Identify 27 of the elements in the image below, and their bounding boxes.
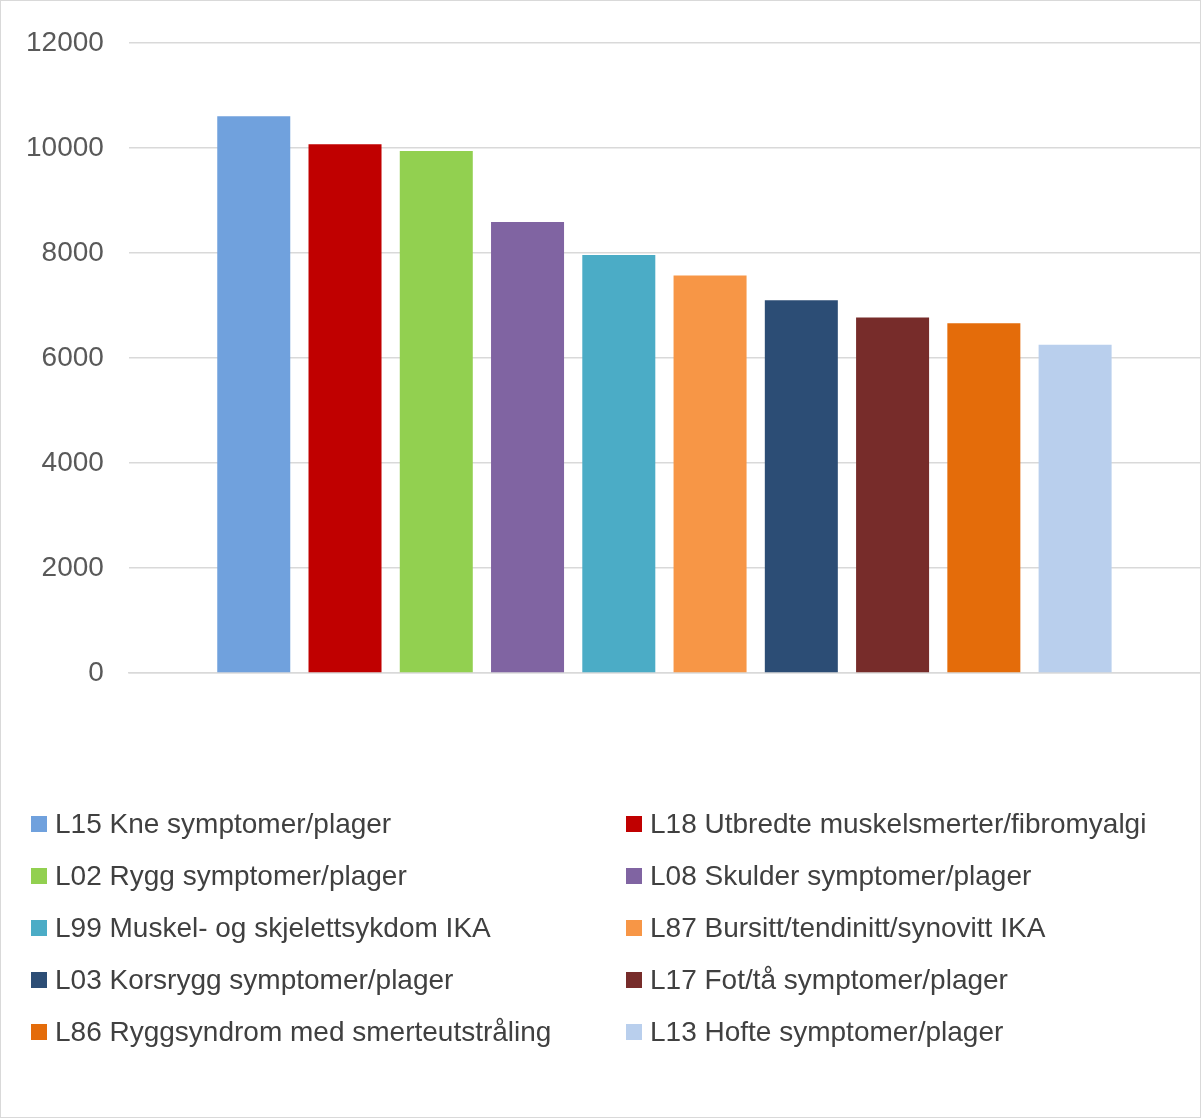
bar (1038, 344, 1112, 673)
legend-label: L03 Korsrygg symptomer/plager (55, 963, 454, 996)
y-tick-label: 6000 (41, 340, 104, 372)
y-tick-label: 8000 (41, 235, 104, 267)
y-tick-label: 4000 (41, 445, 104, 477)
legend-label: L86 Ryggsyndrom med smerteutstråling (55, 1015, 552, 1048)
bar (947, 323, 1021, 673)
legend-label: L99 Muskel- og skjelettsykdom IKA (55, 911, 491, 944)
legend-label: L15 Kne symptomer/plager (55, 807, 392, 840)
y-tick-label: 2000 (41, 550, 104, 582)
bar (217, 116, 291, 673)
legend-label: L87 Bursitt/tendinitt/synovitt IKA (650, 911, 1046, 944)
bar (399, 150, 473, 673)
bar (856, 317, 930, 673)
y-tick-label: 10000 (25, 130, 104, 162)
bar (673, 275, 747, 673)
bar (764, 300, 838, 673)
legend-label: L02 Rygg symptomer/plager (55, 859, 407, 892)
legend-label: L13 Hofte symptomer/plager (650, 1015, 1004, 1048)
y-tick-label: 0 (88, 655, 104, 687)
bar (308, 144, 382, 673)
legend-label: L17 Fot/tå symptomer/plager (650, 963, 1008, 996)
legend-label: L08 Skulder symptomer/plager (650, 859, 1032, 892)
bar (582, 254, 656, 673)
y-tick-label: 12000 (25, 25, 104, 57)
legend-label: L18 Utbredte muskelsmerter/fibromyalgi (650, 807, 1147, 840)
bar (491, 221, 565, 673)
